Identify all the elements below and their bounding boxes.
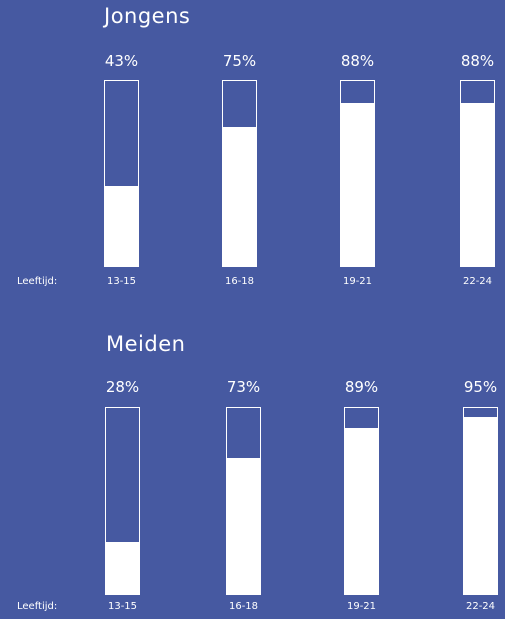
- bar-fill: [227, 458, 260, 594]
- data-label: 43%: [104, 52, 139, 70]
- bar-fill: [464, 417, 497, 594]
- bar-outline: [463, 407, 498, 595]
- x-tick-label: 13-15: [106, 276, 137, 287]
- x-tick-label: 16-18: [228, 601, 259, 612]
- bar-fill: [345, 428, 378, 594]
- bar-outline: [104, 80, 139, 267]
- chart-title: Meiden: [106, 332, 186, 356]
- bar-outline: [340, 80, 375, 267]
- bar-outline: [105, 407, 140, 595]
- x-axis-label: Leeftijd:: [17, 601, 58, 612]
- chart-title: Jongens: [104, 4, 191, 28]
- data-label: 89%: [344, 378, 379, 396]
- data-label: 95%: [463, 378, 498, 396]
- bar-fill: [106, 541, 139, 594]
- bar-outline: [222, 80, 257, 267]
- x-tick-label: 16-18: [224, 276, 255, 287]
- x-tick-label: 19-21: [342, 276, 373, 287]
- bar-fill: [223, 127, 256, 266]
- bar-outline: [226, 407, 261, 595]
- data-label: 28%: [105, 378, 140, 396]
- data-label: 73%: [226, 378, 261, 396]
- x-tick-label: 22-24: [465, 601, 496, 612]
- data-label: 88%: [460, 52, 495, 70]
- x-tick-label: 19-21: [346, 601, 377, 612]
- data-label: 75%: [222, 52, 257, 70]
- bar-outline: [460, 80, 495, 267]
- x-tick-label: 13-15: [107, 601, 138, 612]
- data-label: 88%: [340, 52, 375, 70]
- x-axis-label: Leeftijd:: [17, 276, 58, 287]
- bar-fill: [341, 103, 374, 266]
- bar-fill: [105, 186, 138, 266]
- bar-outline: [344, 407, 379, 595]
- x-tick-label: 22-24: [462, 276, 493, 287]
- bar-fill: [461, 103, 494, 266]
